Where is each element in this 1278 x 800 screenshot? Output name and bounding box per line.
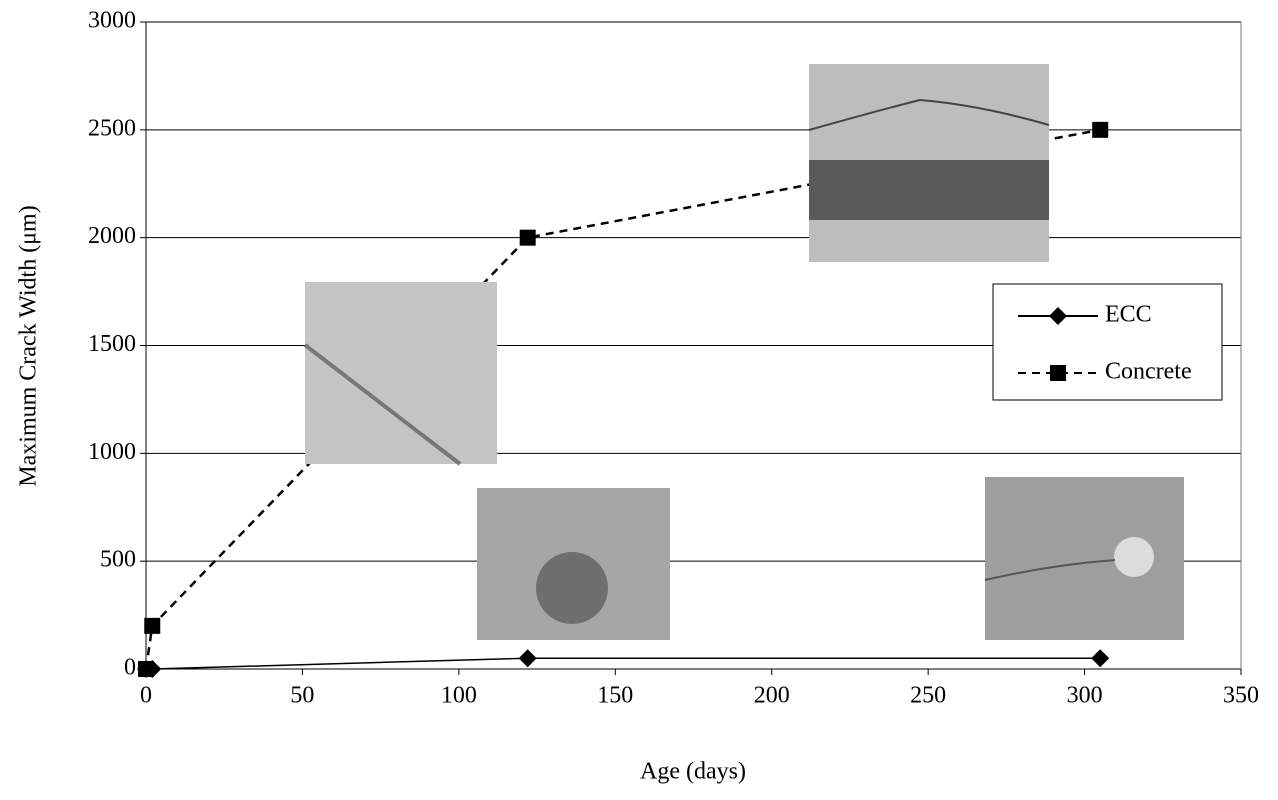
photos <box>303 64 1184 640</box>
y-tick-label: 3000 <box>88 8 136 34</box>
photo-detail <box>809 160 1049 220</box>
photo <box>305 282 497 464</box>
marker <box>138 661 154 677</box>
y-tick-label: 0 <box>124 655 136 681</box>
series-line <box>146 657 1101 670</box>
x-axis-label: Age (days) <box>640 759 746 785</box>
x-tick-label: 250 <box>910 683 946 709</box>
y-tick-label: 2000 <box>88 223 136 249</box>
marker <box>518 649 537 668</box>
y-tick-label: 1000 <box>88 439 136 465</box>
photo-detail <box>1114 537 1154 577</box>
x-tick-label: 300 <box>1067 683 1103 709</box>
legend-label: Concrete <box>1105 359 1192 385</box>
legend-box <box>992 283 1223 401</box>
x-tick-label: 350 <box>1223 683 1259 709</box>
x-tick-label: 100 <box>441 683 477 709</box>
photo-detail <box>984 559 1116 581</box>
x-tick-label: 200 <box>754 683 790 709</box>
y-tick-label: 1500 <box>88 331 136 357</box>
y-axis-label: Maximum Crack Width (μm) <box>16 205 42 486</box>
photo-detail <box>303 343 462 466</box>
marker <box>144 617 161 634</box>
x-tick-label: 150 <box>597 683 633 709</box>
photo-detail <box>808 98 1050 131</box>
photo-detail <box>536 552 608 624</box>
legend: ECC Concrete <box>992 283 1223 401</box>
photo <box>985 477 1184 640</box>
marker <box>1049 307 1067 325</box>
marker <box>1092 121 1109 138</box>
marker <box>1050 365 1066 381</box>
legend-label: ECC <box>1105 302 1152 328</box>
y-tick-label: 500 <box>100 547 136 573</box>
marker <box>1091 649 1110 668</box>
x-tick-label: 0 <box>140 683 152 709</box>
y-tick-label: 2500 <box>88 115 136 141</box>
x-tick-label: 50 <box>290 683 314 709</box>
marker <box>519 229 536 246</box>
